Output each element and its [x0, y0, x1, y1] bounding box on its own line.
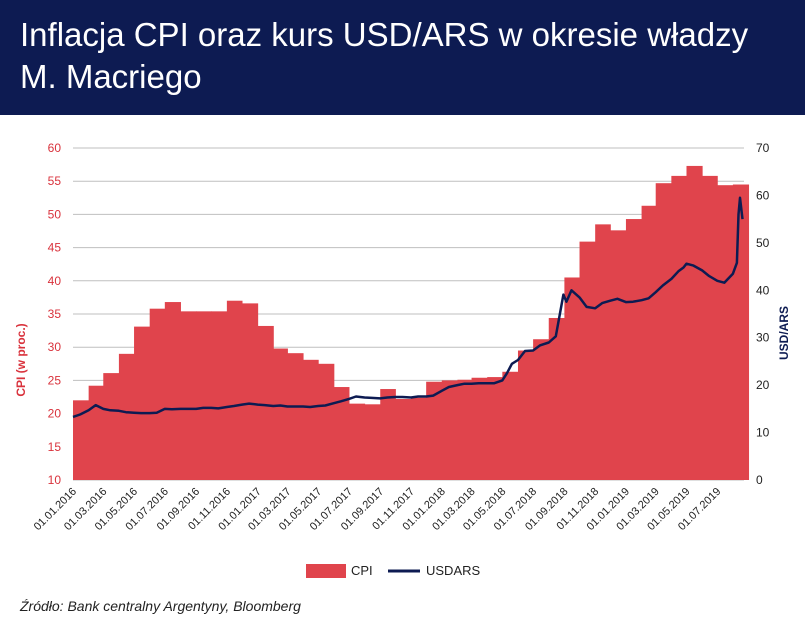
chart-title: Inflacja CPI oraz kurs USD/ARS w okresie…	[20, 16, 749, 95]
source-note: Źródło: Bank centralny Argentyny, Bloomb…	[20, 598, 301, 614]
cpi-bar	[88, 385, 104, 480]
right-axis-label: USD/ARS	[777, 306, 791, 360]
cpi-bars	[73, 165, 750, 480]
title-banner: Inflacja CPI oraz kurs USD/ARS w okresie…	[0, 0, 805, 115]
cpi-bar	[180, 311, 197, 480]
left-tick-label: 35	[48, 307, 62, 321]
right-tick-label: 60	[756, 188, 770, 202]
left-tick-label: 55	[48, 174, 62, 188]
cpi-bar	[487, 377, 503, 480]
left-tick-label: 50	[48, 207, 62, 221]
legend-usdars-label: USDARS	[426, 563, 481, 578]
cpi-bar	[671, 175, 687, 480]
left-tick-label: 40	[48, 274, 62, 288]
cpi-bar	[502, 371, 519, 480]
left-axis-label: CPI (w proc.)	[14, 323, 28, 396]
left-tick-label: 20	[48, 407, 62, 421]
cpi-bar	[242, 303, 259, 480]
usdars-line	[72, 196, 744, 419]
cpi-bar	[548, 317, 565, 480]
cpi-bar	[595, 224, 611, 480]
cpi-bar	[348, 403, 366, 480]
cpi-bar	[380, 389, 396, 480]
cpi-bar	[149, 308, 166, 480]
cpi-bar	[517, 350, 534, 480]
cpi-bar	[196, 311, 212, 480]
legend: CPI USDARS	[306, 563, 481, 578]
cpi-bar	[257, 325, 274, 480]
cpi-bar	[441, 380, 458, 480]
cpi-bar	[471, 377, 488, 480]
left-tick-label: 15	[48, 440, 62, 454]
right-tick-label: 40	[756, 283, 770, 297]
cpi-bar	[287, 353, 304, 480]
cpi-bar	[134, 326, 151, 480]
cpi-bar	[118, 353, 135, 480]
left-tick-label: 10	[48, 473, 62, 487]
cpi-bar	[73, 400, 90, 480]
cpi-bar	[702, 175, 718, 480]
cpi-bar	[395, 398, 412, 480]
legend-cpi-label: CPI	[351, 563, 373, 578]
cpi-bar	[625, 219, 643, 480]
legend-cpi-swatch	[306, 564, 346, 578]
cpi-bar	[457, 379, 473, 480]
right-tick-label: 70	[756, 141, 770, 155]
cpi-bar	[533, 339, 550, 480]
cpi-bar	[273, 348, 288, 480]
left-tick-label: 25	[48, 373, 62, 387]
cpi-bar	[426, 381, 443, 480]
right-tick-label: 0	[756, 473, 763, 487]
right-axis-ticks: 0 10 20 30 40 50 60 70	[756, 141, 770, 487]
cpi-bar	[732, 184, 750, 480]
left-tick-label: 60	[48, 141, 62, 155]
cpi-bar	[655, 183, 672, 480]
cpi-bar	[364, 404, 381, 480]
cpi-bar	[211, 311, 228, 480]
right-tick-label: 30	[756, 331, 770, 345]
right-tick-label: 50	[756, 236, 770, 250]
left-tick-label: 45	[48, 241, 62, 255]
chart: 10 15 20 25 30 35 40 45 50 55 60 0 10 20 30 40 50 60 70 0…	[14, 141, 791, 578]
right-tick-label: 20	[756, 378, 770, 392]
cpi-bar	[103, 373, 120, 480]
cpi-bar	[717, 185, 734, 480]
cpi-bar	[411, 397, 427, 480]
left-axis-ticks: 10 15 20 25 30 35 40 45 50 55 60	[48, 141, 62, 487]
right-tick-label: 10	[756, 426, 770, 440]
cpi-bar	[226, 300, 243, 480]
cpi-bar	[564, 277, 581, 480]
cpi-bar	[579, 241, 596, 480]
cpi-bar	[318, 363, 335, 480]
left-tick-label: 30	[48, 340, 62, 354]
x-axis-ticks: 01.01.201601.03.201601.05.201601.07.2016…	[32, 486, 724, 533]
cpi-bar	[333, 387, 350, 480]
cpi-bar	[164, 302, 181, 480]
cpi-bar	[686, 165, 703, 480]
cpi-bar	[303, 359, 319, 480]
cpi-bar	[641, 205, 657, 480]
usdars-line-group	[72, 196, 744, 419]
cpi-bar	[610, 230, 627, 480]
